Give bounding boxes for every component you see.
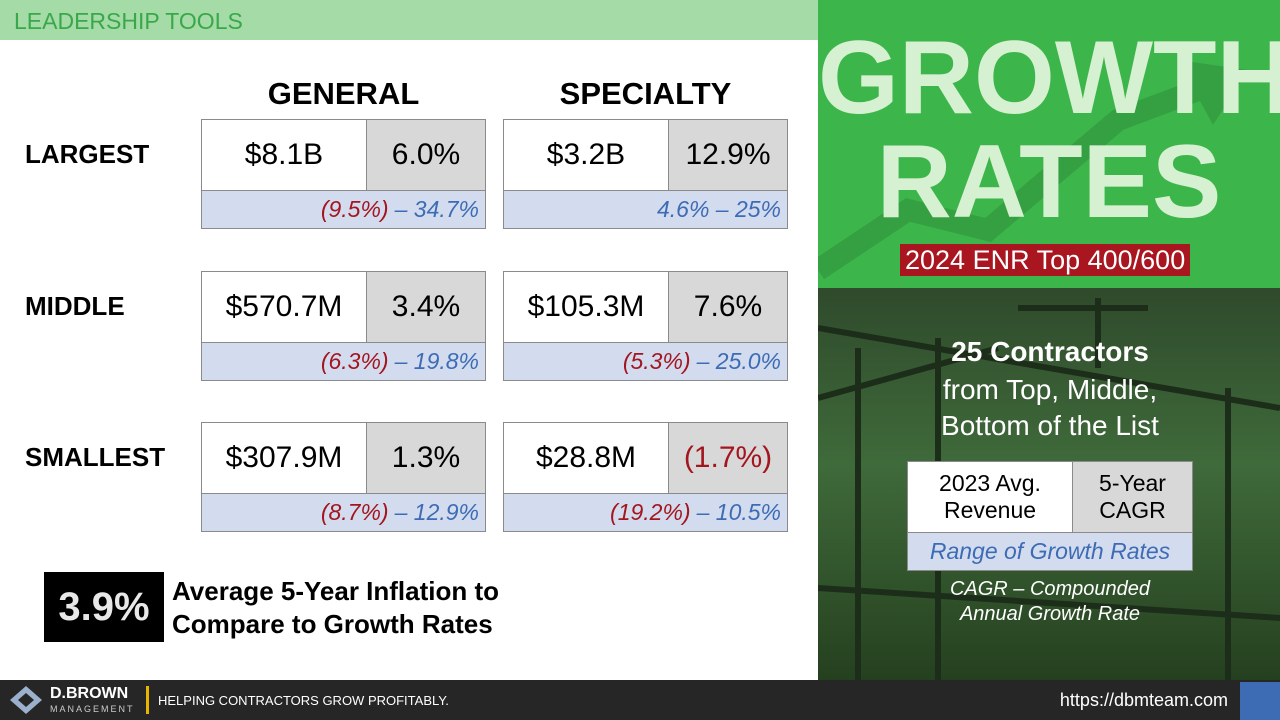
range-part: (19.2%) xyxy=(610,499,691,525)
revenue: $3.2B xyxy=(504,120,669,191)
range-part: (6.3%) xyxy=(320,348,389,374)
range-part: – 12.9% xyxy=(394,499,479,525)
growth-rate: (1.7%) xyxy=(669,423,787,494)
range-part: – 25.0% xyxy=(696,348,781,374)
growth-rate: 1.3% xyxy=(367,423,485,494)
key-note: CAGR – Compounded Annual Growth Rate xyxy=(949,578,1151,625)
corner-block xyxy=(1240,682,1280,720)
inflation-text: Average 5-Year Inflation to Compare to G… xyxy=(172,576,500,639)
growth-range: (19.2%) – 10.5% xyxy=(504,494,787,531)
title-line: RATES xyxy=(876,124,1222,240)
divider xyxy=(146,686,149,714)
title-panel xyxy=(818,0,1280,288)
revenue: $105.3M xyxy=(504,272,669,343)
brand: D.BROWN xyxy=(50,685,129,702)
key-range: Range of Growth Rates xyxy=(908,533,1192,570)
range-part: (9.5%) xyxy=(320,196,389,222)
key-subheading: from Top, Middle, Bottom of the List xyxy=(941,374,1159,441)
revenue: $8.1B xyxy=(202,120,367,191)
key-heading: 25 Contractors xyxy=(951,336,1149,367)
cell: $3.2B 12.9% 4.6% – 25% xyxy=(503,119,788,229)
revenue: $570.7M xyxy=(202,272,367,343)
range-part: – 19.8% xyxy=(394,348,479,374)
cell: $105.3M 7.6% (5.3%) – 25.0% xyxy=(503,271,788,381)
range-part: 4.6% – 25% xyxy=(656,196,781,222)
row-label: MIDDLE xyxy=(25,291,125,321)
growth-range: 4.6% – 25% xyxy=(504,191,787,228)
revenue: $307.9M xyxy=(202,423,367,494)
section-label: LEADERSHIP TOOLS xyxy=(0,0,818,40)
row-label: SMALLEST xyxy=(25,442,166,472)
cell: $28.8M (1.7%) (19.2%) – 10.5% xyxy=(503,422,788,532)
growth-range: (5.3%) – 25.0% xyxy=(504,343,787,380)
growth-rate: 12.9% xyxy=(669,120,787,191)
range-part: – 34.7% xyxy=(394,196,479,222)
footer: D.BROWN MANAGEMENT HELPING CONTRACTORS G… xyxy=(0,680,1280,720)
inflation-value: 3.9% xyxy=(44,572,164,642)
growth-range: (9.5%) – 34.7% xyxy=(202,191,485,228)
structure-decoration xyxy=(818,298,1280,680)
cell: $8.1B 6.0% (9.5%) – 34.7% xyxy=(201,119,486,229)
growth-range: (6.3%) – 19.8% xyxy=(202,343,485,380)
url[interactable]: https://dbmteam.com xyxy=(1059,690,1228,710)
subtitle: 2024 ENR Top 400/600 xyxy=(900,244,1191,276)
range-part: – 10.5% xyxy=(696,499,781,525)
growth-rate: 6.0% xyxy=(367,120,485,191)
range-part: (5.3%) xyxy=(622,348,691,374)
growth-rate: 3.4% xyxy=(367,272,485,343)
brand-sub: MANAGEMENT xyxy=(50,704,135,714)
tagline: HELPING CONTRACTORS GROW PROFITABLY. xyxy=(158,693,449,708)
cell: $570.7M 3.4% (6.3%) – 19.8% xyxy=(201,271,486,381)
cell: $307.9M 1.3% (8.7%) – 12.9% xyxy=(201,422,486,532)
title-line: GROWTH xyxy=(818,20,1280,136)
key-revenue: 2023 Avg. Revenue xyxy=(908,462,1073,533)
key-box: 2023 Avg. Revenue 5-Year CAGR Range of G… xyxy=(907,461,1193,571)
arrow-decoration xyxy=(818,60,1248,280)
growth-range: (8.7%) – 12.9% xyxy=(202,494,485,531)
key-rate: 5-Year CAGR xyxy=(1073,462,1192,533)
growth-rate: 7.6% xyxy=(669,272,787,343)
logo-icon xyxy=(10,686,42,714)
column-header: GENERAL xyxy=(267,76,420,111)
column-header: SPECIALTY xyxy=(559,76,732,111)
range-part: (8.7%) xyxy=(320,499,389,525)
row-label: LARGEST xyxy=(25,139,150,169)
revenue: $28.8M xyxy=(504,423,669,494)
